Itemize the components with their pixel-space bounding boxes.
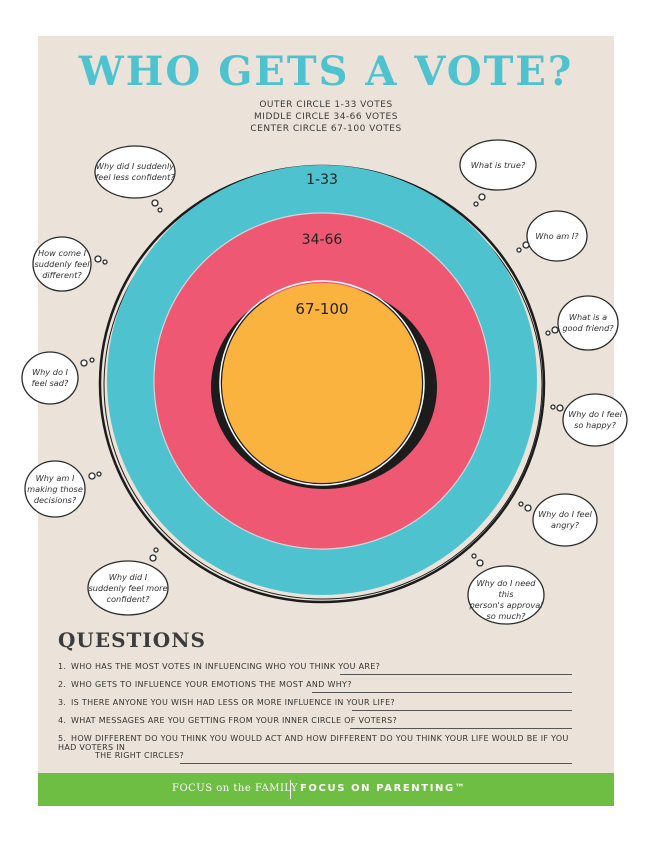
bubble-6 (21, 351, 79, 405)
bubble-7-text: Why do I feel so happy? (568, 409, 622, 430)
center-circle-outline (219, 280, 425, 486)
bubble-1 (94, 145, 176, 199)
legend-middle: MIDDLE CIRCLE 34-66 VOTES (254, 112, 398, 122)
bubble-4-text: Who am I? (535, 231, 579, 241)
bubble-8 (24, 460, 86, 518)
answer-line-4[interactable] (350, 728, 572, 729)
bubble-5 (557, 295, 619, 351)
legend-center: CENTER CIRCLE 67-100 VOTES (250, 124, 402, 134)
answer-line-1[interactable] (340, 674, 572, 675)
legend-outer: OUTER CIRCLE 1-33 VOTES (259, 100, 393, 110)
bubble-1-text: Why did I suddenly feel less confident? (95, 161, 175, 182)
focus-on-the-family-logo: FOCUS on the FAMILY (172, 783, 299, 794)
question-1: 1. WHO HAS THE MOST VOTES IN INFLUENCING … (58, 662, 381, 671)
center-ring-label: 67-100 (295, 300, 349, 318)
answer-line-5[interactable] (180, 763, 572, 764)
footer-bar (38, 773, 614, 806)
question-2: 2. WHO GETS TO INFLUENCE YOUR EMOTIONS TH… (58, 680, 352, 689)
bubble-10 (87, 560, 169, 616)
bubble-5-text: What is a good friend? (562, 312, 614, 333)
bubble-4 (526, 210, 588, 262)
bubble-9 (532, 493, 598, 547)
bubble-11 (467, 565, 545, 625)
bubble-7 (562, 393, 628, 447)
bubble-2-text: What is true? (470, 160, 526, 170)
middle-circle-outline (153, 212, 491, 550)
bubble-9-text: Why do I feel angry? (538, 509, 592, 530)
question-3: 3. IS THERE ANYONE YOU WISH HAD LESS OR M… (58, 698, 395, 707)
question-4: 4. WHAT MESSAGES ARE YOU GETTING FROM YOU… (58, 716, 398, 725)
middle-ring-label: 34-66 (301, 232, 343, 248)
bubble-3 (32, 236, 92, 292)
answer-line-2[interactable] (312, 692, 572, 693)
questions-heading: QUESTIONS (58, 628, 206, 652)
answer-line-3[interactable] (352, 710, 572, 711)
center-circle (222, 283, 422, 483)
focus-on-parenting-logo: FOCUS ON PARENTING™ (300, 783, 467, 794)
question-5: 5. HOW DIFFERENT DO YOU THINK YOU WOULD A… (58, 734, 569, 752)
outer-ring-label: 1-33 (306, 172, 338, 188)
bubble-11-text: Why do I need this person's approval so mu… (469, 578, 543, 621)
footer-divider (290, 780, 291, 799)
question-5-continued: THE RIGHT CIRCLES? (95, 751, 184, 760)
bubble-2 (459, 139, 537, 191)
page-title: WHO GETS A VOTE? (78, 48, 574, 95)
